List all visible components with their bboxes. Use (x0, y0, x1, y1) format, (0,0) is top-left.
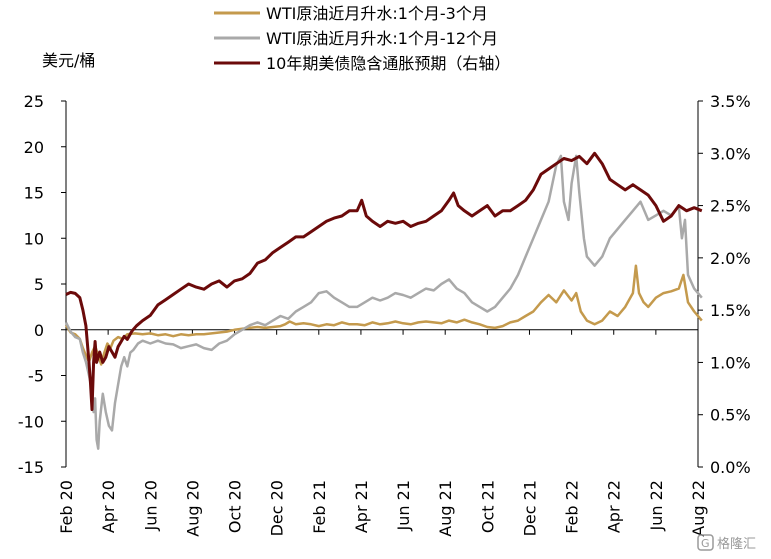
right-y-tick-label: 2.5% (710, 197, 751, 216)
legend-label: WTI原油近月升水:1个月-3个月 (266, 4, 488, 23)
left-y-tick-label: -5 (28, 367, 44, 386)
left-axis-unit-label: 美元/桶 (42, 51, 95, 70)
legend-label: 10年期美债隐含通胀预期（右轴） (266, 54, 510, 73)
x-tick-label: Aug 20 (183, 480, 202, 537)
left-y-tick-label: 25 (24, 92, 44, 111)
left-y-tick-label: 15 (24, 184, 44, 203)
left-y-tick-label: 10 (24, 229, 44, 248)
right-y-tick-label: 0.0% (710, 458, 751, 477)
watermark-text: 格隆汇 (717, 536, 756, 552)
x-tick-label: Jun 20 (141, 480, 160, 531)
chart-legend: WTI原油近月升水:1个月-3个月 WTI原油近月升水:1个月-12个月 10年期美… (214, 4, 510, 73)
right-y-tick-label: 0.5% (710, 406, 751, 425)
left-y-tick-label: 20 (24, 138, 44, 157)
left-y-tick-label: -10 (18, 412, 44, 431)
watermark-logo-icon (697, 534, 714, 551)
x-tick-label: Feb 22 (563, 480, 582, 534)
right-y-tick-label: 2.0% (710, 249, 751, 268)
x-tick-label: Apr 20 (99, 480, 118, 533)
series-layer (64, 151, 703, 450)
x-tick-label: Feb 20 (57, 480, 76, 534)
x-tick-label: Aug 22 (689, 480, 708, 537)
x-tick-label: Dec 21 (520, 480, 539, 536)
left-y-tick-label: -15 (18, 458, 44, 477)
right-y-tick-label: 1.5% (710, 301, 751, 320)
series-line-3 (65, 151, 703, 411)
left-y-tick-label: 5 (34, 275, 44, 294)
watermark-logo-letter: G (701, 537, 710, 550)
x-tick-label: Oct 20 (226, 480, 245, 533)
right-y-tick-label: 1.0% (710, 353, 751, 372)
left-y-tick-label: 0 (34, 321, 44, 340)
watermark: G 格隆汇 (697, 534, 756, 552)
x-tick-label: Jun 22 (647, 480, 666, 531)
right-y-tick-label: 3.0% (710, 144, 751, 163)
x-tick-label: Aug 21 (436, 480, 455, 537)
series-line-1 (64, 264, 703, 366)
series-line-2 (64, 154, 703, 450)
x-tick-label: Feb 21 (310, 480, 329, 534)
x-tick-label: Apr 21 (352, 480, 371, 533)
x-tick-label: Dec 20 (268, 480, 287, 536)
legend-label: WTI原油近月升水:1个月-12个月 (266, 29, 498, 48)
x-tick-label: Oct 21 (478, 480, 497, 533)
x-tick-label: Apr 22 (605, 480, 624, 533)
x-tick-label: Jun 21 (394, 480, 413, 531)
right-y-tick-label: 3.5% (710, 92, 751, 111)
chart-axes: -15 -10 -5 0 5 10 15 20 25 0.0% 0.5% 1.0% 1.5% 2.0% 2.… (18, 92, 751, 537)
